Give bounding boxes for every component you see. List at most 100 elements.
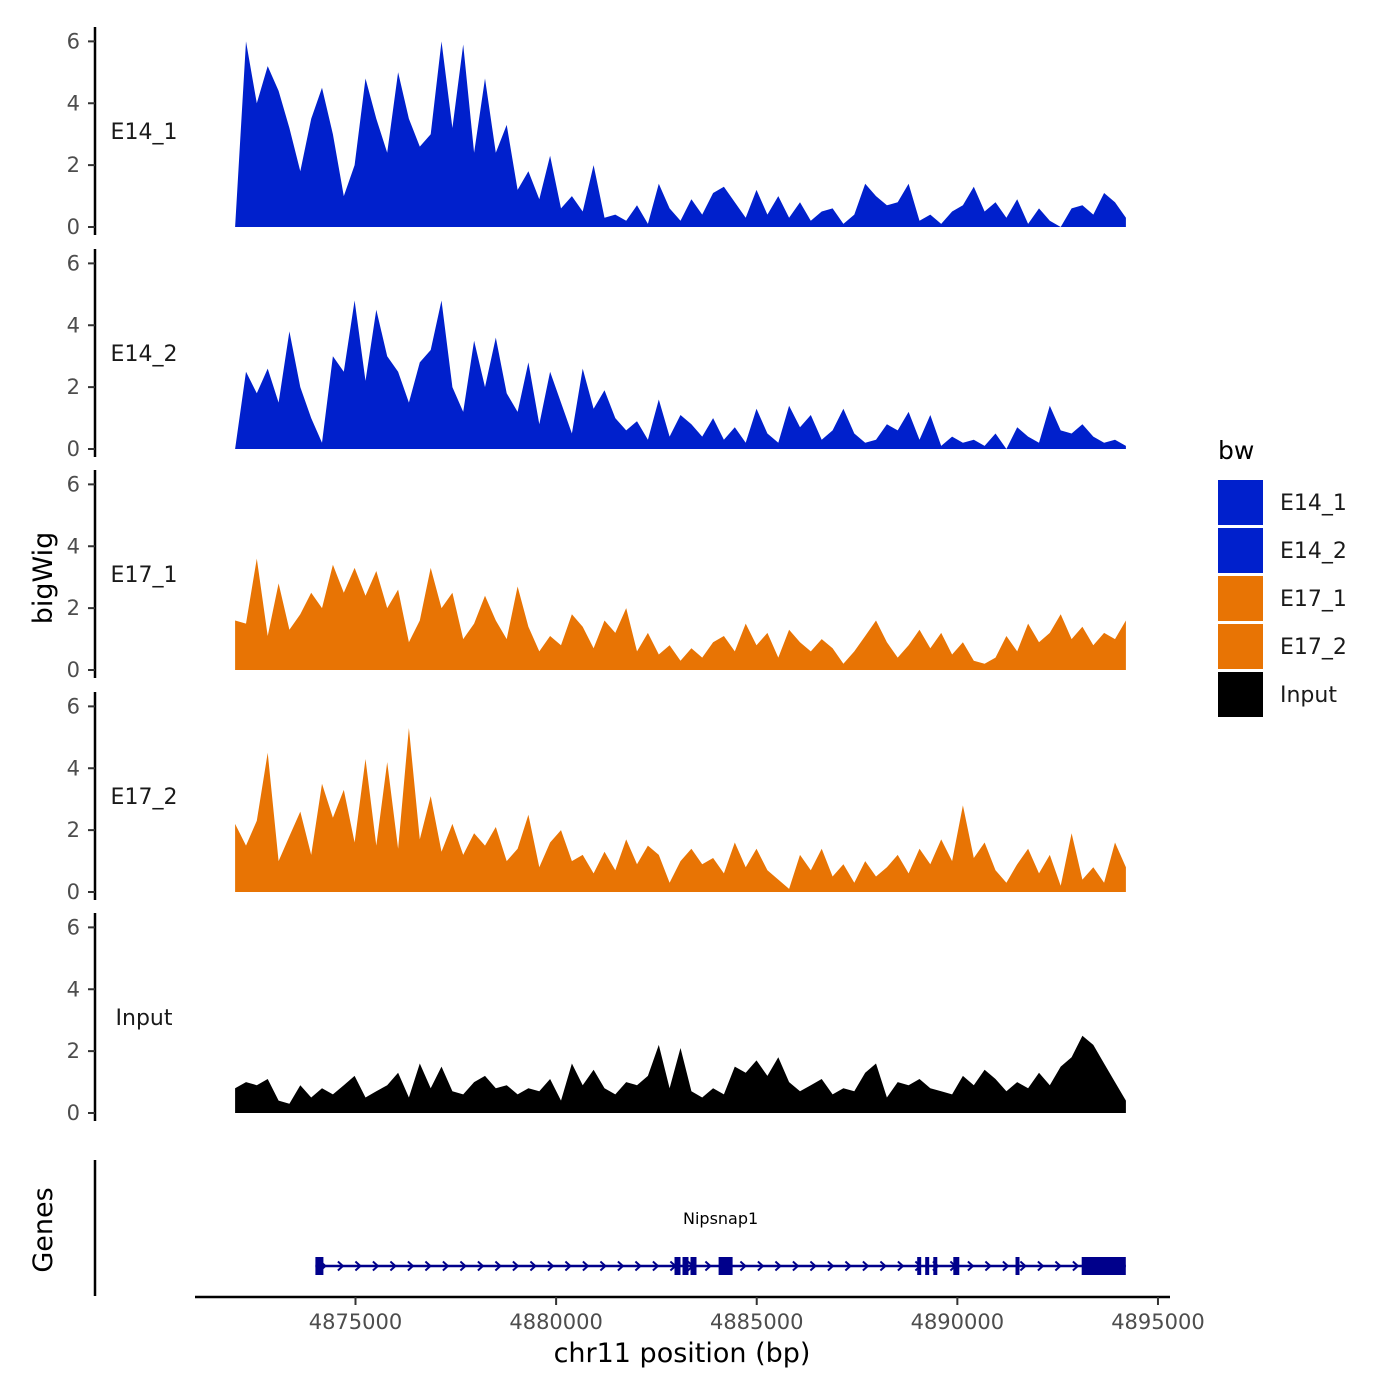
y-tick-label: 2 [67,596,80,620]
y-tick-label: 6 [67,29,80,53]
track-e14-2: 0 2 4 6 E14_2 [67,249,1126,461]
x-tick-label: 4890000 [911,1310,1005,1334]
y-tick-label: 4 [67,756,80,780]
track-label: Input [116,1006,173,1031]
track-label: E14_1 [111,120,178,145]
strand-arrow [1002,1260,1010,1272]
y-tick-label: 4 [67,534,80,558]
gene-exon [690,1257,697,1275]
strand-arrow [564,1260,572,1272]
x-tick-label: 4875000 [309,1310,403,1334]
gene-exon [953,1257,960,1275]
strand-arrow [967,1260,975,1272]
strand-arrow [879,1260,887,1272]
track-label: E17_2 [111,785,178,810]
gene-exon [933,1257,938,1275]
y-tick-label: 2 [67,1039,80,1063]
strand-arrow [844,1260,852,1272]
x-tick-label: 4895000 [1111,1310,1205,1334]
legend-label: E14_1 [1280,491,1347,516]
genes-track-title: Genes [28,1187,59,1272]
gene-model [315,1257,1126,1275]
strand-arrow [354,1260,362,1272]
gene-track: Genes Nipsnap1 [28,1160,1126,1296]
legend-swatch [1218,624,1263,669]
legend-title: bw [1218,436,1254,465]
legend-label: E14_2 [1280,539,1347,564]
gene-exon [315,1257,324,1275]
strand-arrow [599,1260,607,1272]
coverage-area-e14-1 [235,41,1126,228]
strand-arrow [477,1260,485,1272]
strand-arrow [1072,1260,1080,1272]
strand-arrow [389,1260,397,1272]
y-tick-label: 2 [67,153,80,177]
gene-exon [718,1257,733,1275]
y-tick-label: 4 [67,977,80,1001]
legend: bw E14_1 E14_2 E17_1 E17_2 Input [1218,436,1347,717]
legend-swatch [1218,576,1263,621]
strand-arrow [897,1260,905,1272]
y-tick-label: 0 [67,215,80,239]
y-tick-label: 4 [67,313,80,337]
legend-label: E17_2 [1280,635,1347,660]
track-e14-1: 0 2 4 6 E14_1 [67,27,1126,239]
y-tick-label: 0 [67,1101,80,1125]
legend-swatch [1218,528,1263,573]
y-tick-label: 2 [67,818,80,842]
track-e17-2: 0 2 4 6 E17_2 [67,692,1126,904]
track-label: E14_2 [111,342,178,367]
strand-arrow [337,1260,345,1272]
strand-arrow [617,1260,625,1272]
x-axis: 4875000 4880000 4885000 4890000 4895000 [195,1295,1205,1334]
x-tick-label: 4885000 [710,1310,804,1334]
strand-arrow [372,1260,380,1272]
coverage-area-e14-2 [235,300,1126,449]
strand-arrow [739,1260,747,1272]
strand-arrow [634,1260,642,1272]
strand-arrow [582,1260,590,1272]
strand-arrow [529,1260,537,1272]
legend-label: E17_1 [1280,587,1347,612]
track-input: 0 2 4 6 Input [67,913,1126,1125]
strand-arrow [792,1260,800,1272]
strand-arrow [827,1260,835,1272]
x-tick-label: 4880000 [509,1310,603,1334]
gene-exon [1081,1257,1126,1275]
coverage-tracks: 0 2 4 6 E14_1 0 2 4 6 E14_2 0 2 4 6 E17_1 0 2 4 6 E17_2 0 2 4 6… [67,27,1126,1125]
strand-arrow [442,1260,450,1272]
y-tick-label: 6 [67,915,80,939]
strand-arrow [809,1260,817,1272]
strand-arrow [862,1260,870,1272]
strand-arrow [512,1260,520,1272]
strand-arrow [407,1260,415,1272]
track-e17-1: 0 2 4 6 E17_1 [67,470,1126,682]
y-axis-title: bigWig [28,532,59,625]
gene-exon [917,1257,922,1275]
strand-arrow [774,1260,782,1272]
legend-swatch [1218,672,1263,717]
coverage-area-e17-1 [235,558,1126,670]
track-label: E17_1 [111,563,178,588]
gene-exon [682,1257,689,1275]
y-tick-label: 6 [67,251,80,275]
strand-arrow [424,1260,432,1272]
strand-arrow [1054,1260,1062,1272]
y-tick-label: 6 [67,694,80,718]
legend-label: Input [1280,683,1337,708]
y-tick-label: 0 [67,880,80,904]
strand-arrow [984,1260,992,1272]
coverage-area-e17-2 [235,728,1126,892]
strand-arrow [547,1260,555,1272]
strand-arrow [652,1260,660,1272]
x-axis-title: chr11 position (bp) [554,1338,811,1369]
y-tick-label: 6 [67,472,80,496]
gene-label: Nipsnap1 [683,1209,758,1228]
y-tick-label: 0 [67,658,80,682]
strand-arrow [494,1260,502,1272]
strand-arrow [757,1260,765,1272]
coverage-area-input [235,1035,1126,1113]
strand-arrow [704,1260,712,1272]
strand-arrow [1019,1260,1027,1272]
